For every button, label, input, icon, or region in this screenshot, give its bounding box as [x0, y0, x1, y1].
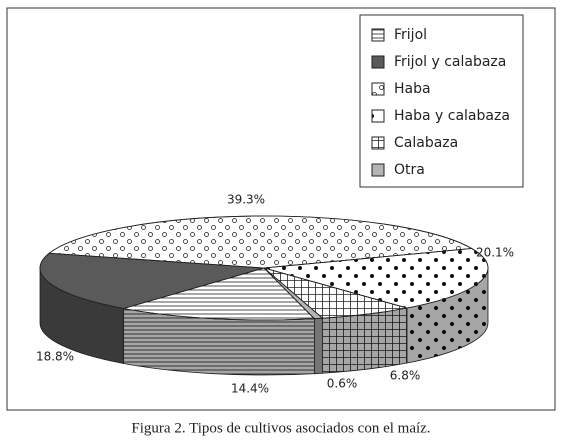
data-label: 0.6%	[327, 377, 358, 391]
side-shade	[40, 268, 124, 364]
legend-swatch-pattern	[371, 28, 385, 42]
data-label: 6.8%	[390, 369, 421, 383]
slice-side-pattern	[322, 308, 407, 374]
slice-pattern	[263, 248, 489, 309]
side-shade	[314, 318, 323, 374]
side-shade	[322, 308, 407, 374]
legend-label: Haba y calabaza	[394, 108, 510, 124]
legend-swatch-pattern	[371, 163, 385, 177]
slice-pattern	[48, 215, 473, 269]
slice-side-pattern	[406, 268, 488, 364]
slice-side-pattern	[40, 268, 124, 364]
data-label: 14.4%	[231, 382, 269, 396]
side-shade	[406, 268, 488, 364]
legend-swatch-pattern	[371, 109, 385, 123]
legend-label: Calabaza	[394, 135, 458, 151]
slice-side-pattern	[123, 308, 315, 375]
slice-pattern	[123, 267, 316, 321]
legend-label: Otra	[394, 162, 425, 178]
frame	[6, 7, 556, 411]
legend-box	[359, 14, 524, 188]
legend-swatch-pattern	[371, 55, 385, 69]
legend-swatch-pattern	[371, 136, 385, 150]
data-label: 39.3%	[227, 193, 265, 207]
slice-pattern	[263, 267, 324, 320]
slice-pattern	[39, 252, 265, 309]
legend-label: Frijol y calabaza	[394, 54, 506, 70]
legend-label: Haba	[394, 81, 431, 97]
data-label: 18.8%	[36, 350, 74, 364]
slice-side-pattern	[314, 318, 323, 374]
legend-label: Frijol	[394, 27, 427, 43]
side-shade	[123, 308, 315, 375]
caption: Figura 2. Tipos de cultivos asociados co…	[131, 420, 430, 436]
data-label: 20.1%	[476, 246, 514, 260]
legend-swatch-pattern	[371, 82, 385, 96]
